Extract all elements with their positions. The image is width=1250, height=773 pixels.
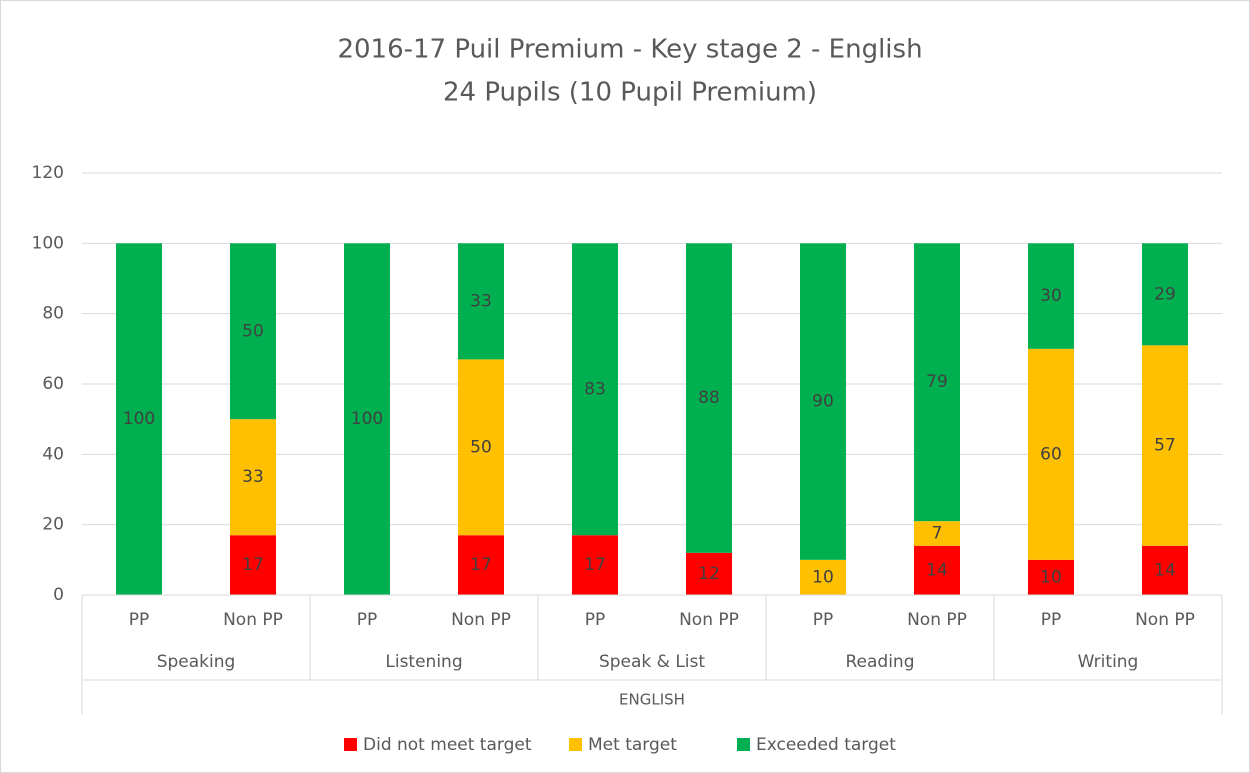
bar-segment	[800, 243, 846, 560]
x-tick-label: PP	[585, 610, 606, 630]
data-label: 100	[351, 409, 383, 429]
bar-segment	[230, 243, 276, 420]
data-label: 33	[470, 291, 492, 311]
x-tick-label: PP	[1041, 610, 1062, 630]
bar-segment	[1028, 243, 1074, 349]
bar-segment	[914, 521, 960, 546]
x-tick-label: PP	[357, 610, 378, 630]
legend-label: Met target	[588, 735, 677, 755]
bar-segment	[572, 243, 618, 536]
legend-swatch	[344, 738, 357, 751]
group-label: Speak & List	[599, 652, 705, 672]
data-label: 30	[1040, 286, 1062, 306]
group-label: Writing	[1078, 652, 1139, 672]
bar-segment	[1142, 545, 1188, 595]
y-tick-label: 20	[42, 515, 64, 535]
bar-segment	[230, 535, 276, 595]
bar-segment	[686, 552, 732, 595]
data-label: 14	[926, 560, 948, 580]
chart-subtitle: 24 Pupils (10 Pupil Premium)	[443, 78, 817, 108]
x-tick-label: PP	[813, 610, 834, 630]
y-tick-label: 80	[42, 304, 64, 324]
data-label: 33	[242, 467, 264, 487]
data-label: 88	[698, 388, 720, 408]
chart-title: 2016-17 Puil Premium - Key stage 2 - Eng…	[337, 35, 922, 65]
data-label: 90	[812, 392, 834, 412]
legend-label: Did not meet target	[363, 735, 532, 755]
group-label: Listening	[385, 652, 462, 672]
data-label: 10	[812, 567, 834, 587]
bar-segment	[800, 559, 846, 595]
data-label: 10	[1040, 567, 1062, 587]
x-tick-label: PP	[129, 610, 150, 630]
bar-segment	[458, 535, 504, 595]
data-label: 14	[1154, 560, 1176, 580]
bar-segment	[914, 243, 960, 522]
y-tick-label: 0	[53, 585, 64, 605]
data-label: 57	[1154, 436, 1176, 456]
bar-segment	[458, 359, 504, 536]
bar-segment	[686, 243, 732, 553]
x-tick-label: Non PP	[223, 610, 283, 630]
x-tick-label: Non PP	[451, 610, 511, 630]
x-tick-label: Non PP	[679, 610, 739, 630]
y-tick-label: 120	[32, 163, 64, 183]
y-tick-label: 60	[42, 374, 64, 394]
x-tick-label: Non PP	[907, 610, 967, 630]
bar-segment	[230, 419, 276, 536]
y-tick-label: 40	[42, 444, 64, 464]
data-label: 17	[584, 555, 606, 575]
bar-segment	[458, 243, 504, 360]
data-label: 7	[932, 523, 943, 543]
legend-swatch	[737, 738, 750, 751]
bar-segment	[344, 243, 390, 596]
supergroup-label: ENGLISH	[619, 691, 685, 709]
data-label: 12	[698, 564, 720, 584]
x-tick-label: Non PP	[1135, 610, 1195, 630]
bar-segment	[1142, 345, 1188, 546]
legend-label: Exceeded target	[756, 735, 896, 755]
data-label: 79	[926, 372, 948, 392]
y-tick-label: 100	[32, 233, 64, 253]
data-label: 29	[1154, 284, 1176, 304]
data-label: 60	[1040, 444, 1062, 464]
data-label: 17	[242, 555, 264, 575]
bar-segment	[572, 535, 618, 595]
data-label: 50	[242, 321, 264, 341]
bar-segment	[914, 545, 960, 595]
bar-segment	[1028, 559, 1074, 595]
group-label: Speaking	[157, 652, 236, 672]
data-label: 83	[584, 379, 606, 399]
data-label: 50	[470, 437, 492, 457]
group-label: Reading	[845, 652, 914, 672]
data-label: 100	[123, 409, 155, 429]
bar-segment	[1028, 348, 1074, 560]
legend-swatch	[569, 738, 582, 751]
bar-segment	[1142, 243, 1188, 346]
bar-segment	[116, 243, 162, 596]
data-label: 17	[470, 555, 492, 575]
